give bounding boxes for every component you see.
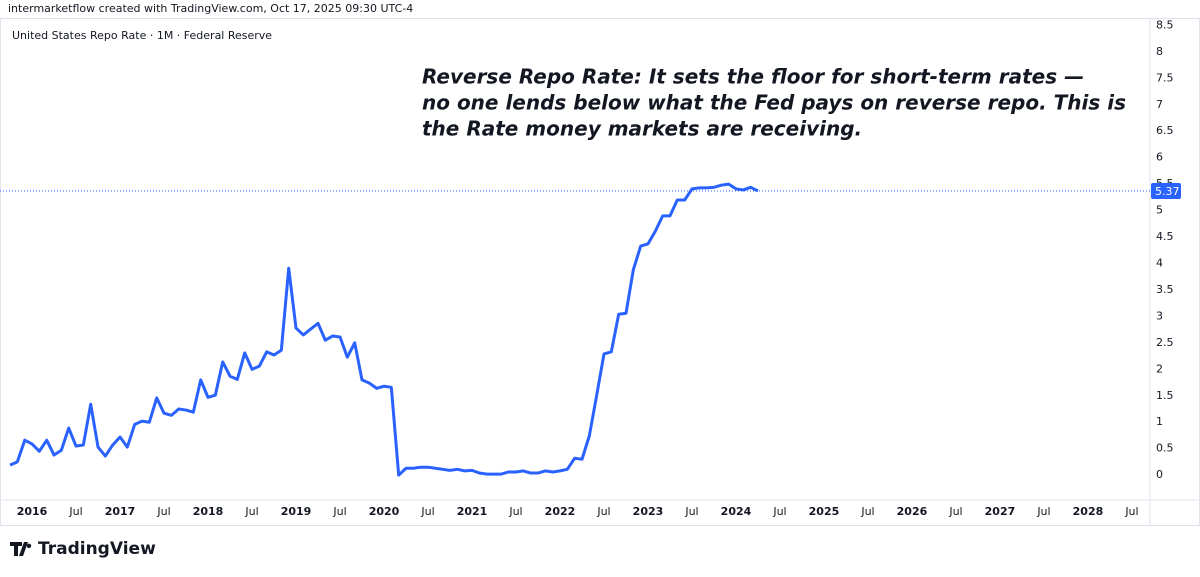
x-tick-label: 2022 bbox=[545, 505, 576, 518]
annotation-line: Reverse Repo Rate: It sets the floor for… bbox=[422, 65, 1084, 89]
y-tick-label: 4 bbox=[1156, 256, 1163, 269]
annotation-line: the Rate money markets are receiving. bbox=[422, 117, 862, 141]
brand-icon bbox=[10, 542, 32, 556]
last-value-label: 5.37 bbox=[1155, 185, 1180, 198]
x-tick-label: Jul bbox=[68, 505, 82, 518]
x-tick-label: 2019 bbox=[281, 505, 312, 518]
x-tick-label: Jul bbox=[420, 505, 434, 518]
y-tick-label: 8 bbox=[1156, 45, 1163, 58]
y-tick-label: 6.5 bbox=[1156, 124, 1174, 137]
y-tick-label: 3 bbox=[1156, 309, 1163, 322]
x-tick-label: Jul bbox=[508, 505, 522, 518]
y-tick-label: 4.5 bbox=[1156, 230, 1174, 243]
y-tick-label: 5 bbox=[1156, 204, 1163, 217]
x-tick-label: Jul bbox=[772, 505, 786, 518]
y-tick-label: 8.5 bbox=[1156, 18, 1174, 31]
x-tick-label: Jul bbox=[1124, 505, 1138, 518]
x-tick-label: Jul bbox=[244, 505, 258, 518]
last-value-badge bbox=[1151, 183, 1181, 200]
y-tick-label: 6 bbox=[1156, 151, 1163, 164]
x-tick-label: 2025 bbox=[809, 505, 840, 518]
annotation: Reverse Repo Rate: It sets the floor for… bbox=[422, 65, 1126, 141]
y-tick-label: 1.5 bbox=[1156, 389, 1174, 402]
x-tick-label: 2016 bbox=[17, 505, 48, 518]
x-tick-label: 2021 bbox=[457, 505, 488, 518]
x-tick-label: 2023 bbox=[633, 505, 664, 518]
x-tick-label: Jul bbox=[1036, 505, 1050, 518]
y-tick-label: 7.5 bbox=[1156, 71, 1174, 84]
x-tick-label: 2020 bbox=[369, 505, 400, 518]
annotation-line: no one lends below what the Fed pays on … bbox=[422, 91, 1126, 115]
x-tick-label: 2017 bbox=[105, 505, 136, 518]
line-series bbox=[9, 182, 759, 477]
x-tick-label: 2018 bbox=[193, 505, 224, 518]
x-tick-label: Jul bbox=[948, 505, 962, 518]
y-tick-label: 2.5 bbox=[1156, 336, 1174, 349]
x-tick-label: Jul bbox=[684, 505, 698, 518]
x-tick-label: Jul bbox=[860, 505, 874, 518]
y-tick-label: 7 bbox=[1156, 98, 1163, 111]
y-tick-label: 0.5 bbox=[1156, 442, 1174, 455]
x-tick-label: 2026 bbox=[897, 505, 928, 518]
x-tick-label: Jul bbox=[156, 505, 170, 518]
y-tick-label: 3.5 bbox=[1156, 283, 1174, 296]
brand-logo: TradingView bbox=[10, 539, 156, 559]
chart-title: United States Repo Rate · 1M · Federal R… bbox=[12, 29, 272, 42]
x-tick-label: 2027 bbox=[985, 505, 1016, 518]
x-tick-label: Jul bbox=[596, 505, 610, 518]
brand-name: TradingView bbox=[38, 539, 156, 559]
y-tick-label: 0 bbox=[1156, 468, 1163, 481]
y-tick-label: 2 bbox=[1156, 362, 1163, 375]
x-tick-label: 2028 bbox=[1073, 505, 1104, 518]
header: intermarketflow created with TradingView… bbox=[8, 2, 413, 15]
y-tick-label: 1 bbox=[1156, 415, 1163, 428]
x-tick-label: 2024 bbox=[721, 505, 752, 518]
x-tick-label: Jul bbox=[332, 505, 346, 518]
